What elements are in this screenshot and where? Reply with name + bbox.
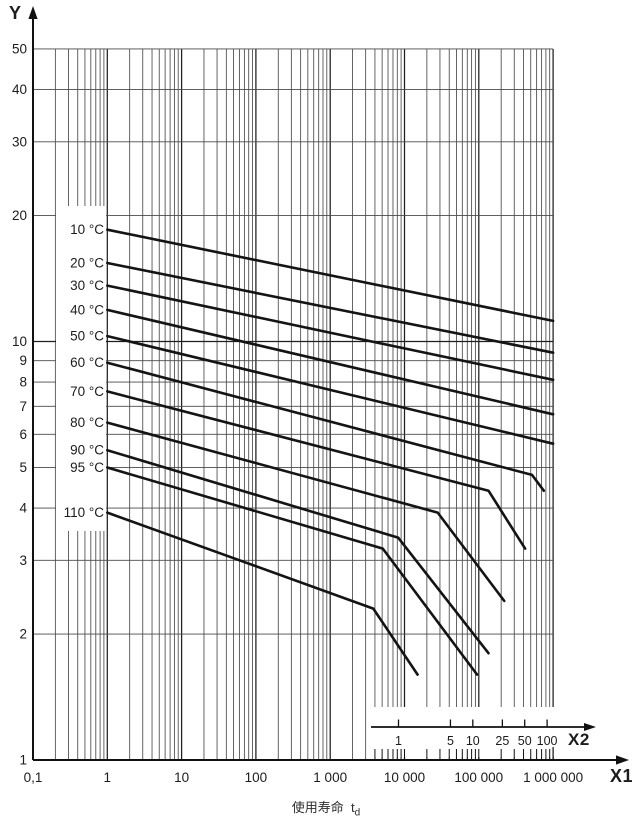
y-tick-label: 4 [19,501,27,516]
y-axis-arrow [28,6,38,19]
x2-tick-label: 50 [518,734,532,748]
y-tick-label: 30 [12,134,27,149]
y-tick-label: 6 [19,427,27,442]
curve-label-30c: 30 °C [70,278,104,293]
y-tick-label: 7 [19,399,27,414]
y-tick-label: 9 [19,353,27,368]
x2-tick-label: 25 [495,734,509,748]
caption-text: 使用寿命 [291,800,344,815]
caption-subscript: d [354,807,361,819]
x1-tick-label: 10 [174,770,189,785]
curve-80c [106,421,506,603]
curve-20c [106,261,555,355]
curve-label-70c: 70 °C [70,384,104,399]
y-tick-label: 40 [12,82,27,97]
x1-tick-label: 1 [104,770,112,785]
y-axis-title: Y [9,3,22,23]
x1-tick-label: 100 [245,770,268,785]
curve-95c [106,466,479,676]
curve-label-90c: 90 °C [70,443,104,458]
y-tick-label: 50 [12,41,27,56]
x2-axis-box [371,707,599,757]
curve-label-20c: 20 °C [70,256,104,271]
x1-tick-label: 0,1 [24,770,43,785]
gridlines [32,48,554,760]
y-tick-label: 2 [19,627,27,642]
x1-tick-label: 100 000 [454,770,503,785]
y-tick-label: 5 [19,460,27,475]
curve-label-10c: 10 °C [70,222,104,237]
curve-labels: 10 °C 20 °C 30 °C 40 °C 50 °C 60 °C 70 °C 80 °C… [64,222,105,520]
curve-110c [106,511,419,676]
x2-tick-label: 5 [447,734,454,748]
y-tick-label: 1 [19,753,27,768]
curve-label-40c: 40 °C [70,302,104,317]
curve-label-60c: 60 °C [70,355,104,370]
curve-label-110c: 110 °C [64,505,105,520]
curve-10c [106,228,555,323]
axes [28,6,629,765]
curves [106,228,555,676]
grid-masks [56,206,599,757]
curve-90c [106,448,490,655]
x2-tick-label: 10 [466,734,480,748]
caption-symbol: t [351,800,355,815]
x-axis-caption: 使用寿命 td [246,797,406,819]
curve-40c [106,308,555,416]
x2-tick-label: 1 [395,734,402,748]
curve-label-50c: 50 °C [70,329,104,344]
x2-tick-label: 100 [537,734,558,748]
curve-50c [106,334,555,446]
x1-tick-label: 1 000 [313,770,347,785]
curve-70c [106,390,527,550]
y-tick-labels: 50 40 30 20 10 9 8 7 6 5 4 3 2 1 [12,41,28,767]
y-tick-label: 8 [19,375,27,390]
x1-tick-labels: 0,1 1 10 100 1 000 10 000 100 000 1 000 000 [24,770,584,785]
x1-tick-label: 10 000 [384,770,425,785]
y-tick-label: 3 [19,553,27,568]
x1-axis-arrow [616,755,629,765]
x2-axis-title: X2 [568,730,590,749]
x1-axis-title: X1 [610,766,634,786]
y-tick-label: 20 [12,208,27,223]
curve-label-95c: 95 °C [70,460,104,475]
x1-minor-ticks [374,747,554,760]
x2-axis-arrow [584,723,596,731]
curve-30c [106,284,555,382]
curve-label-80c: 80 °C [70,415,104,430]
x2-axis: 1 5 10 25 50 100 [371,719,596,748]
curve-60c [106,361,546,493]
x1-tick-label: 1 000 000 [523,770,583,785]
y-tick-label: 10 [12,334,27,349]
curve-label-box [56,206,106,531]
